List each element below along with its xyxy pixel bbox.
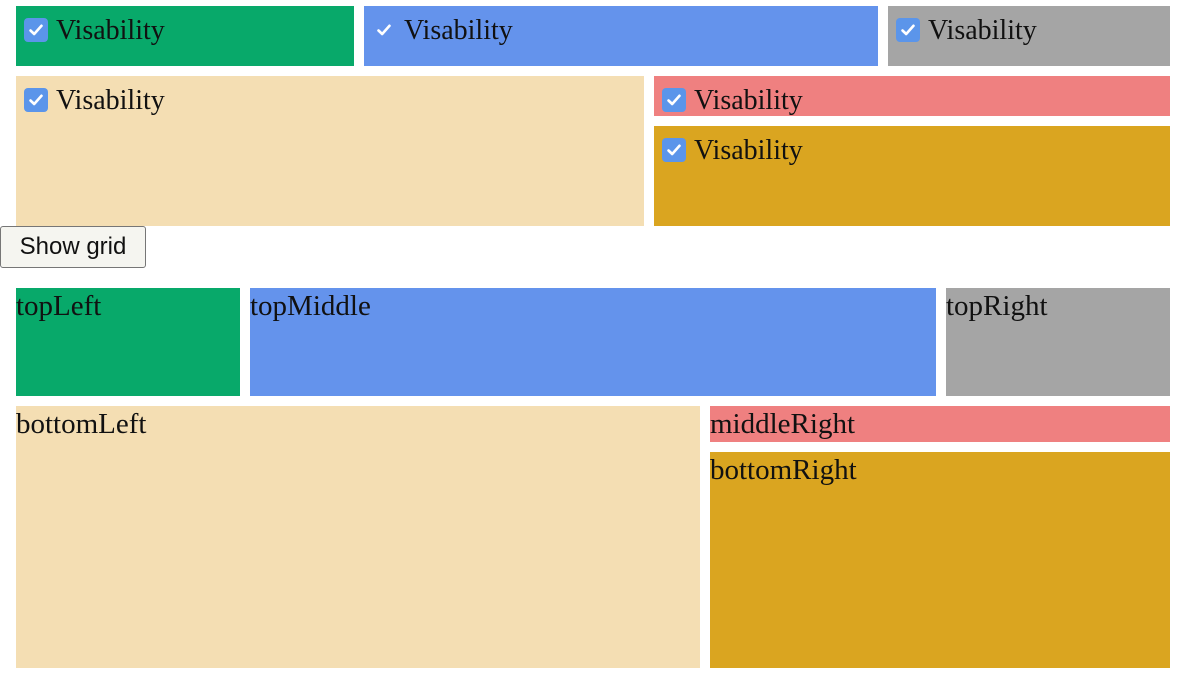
checkbox-checked-icon[interactable] <box>24 88 48 112</box>
visibility-box-top-middle: Visability <box>364 6 878 66</box>
visibility-toggle-top-right[interactable]: Visability <box>896 15 1037 45</box>
grid-area-label: bottomLeft <box>16 408 147 440</box>
grid-area-middle-right: middleRight <box>710 406 1170 442</box>
visibility-box-top-left: Visability <box>16 6 354 66</box>
grid-area-label: middleRight <box>710 408 855 440</box>
grid-area-bottom-right: bottomRight <box>710 452 1170 668</box>
visibility-label: Visability <box>694 135 803 166</box>
visibility-toggle-middle-right[interactable]: Visability <box>662 85 803 115</box>
visibility-toggle-top-middle[interactable]: Visability <box>372 15 513 45</box>
checkbox-checked-icon[interactable] <box>372 18 396 42</box>
visibility-box-middle-right: Visability <box>654 76 1170 116</box>
visibility-label: Visability <box>928 15 1037 46</box>
grid-area-label: topMiddle <box>250 290 371 322</box>
visibility-label: Visability <box>404 15 513 46</box>
grid-area-label: topRight <box>946 290 1048 322</box>
checkbox-checked-icon[interactable] <box>662 88 686 112</box>
grid-area-top-right: topRight <box>946 288 1170 396</box>
visibility-label: Visability <box>56 15 165 46</box>
visibility-toggle-top-left[interactable]: Visability <box>24 15 165 45</box>
visibility-box-bottom-left: Visability <box>16 76 644 226</box>
show-grid-button[interactable]: Show grid <box>0 226 146 268</box>
grid-area-label: topLeft <box>16 290 102 322</box>
grid-area-top-left: topLeft <box>16 288 240 396</box>
checkbox-checked-icon[interactable] <box>24 18 48 42</box>
visibility-toggle-bottom-left[interactable]: Visability <box>24 85 165 115</box>
checkbox-checked-icon[interactable] <box>896 18 920 42</box>
visibility-toggle-bottom-right[interactable]: Visability <box>662 135 803 165</box>
checkbox-checked-icon[interactable] <box>662 138 686 162</box>
visibility-box-bottom-right: Visability <box>654 126 1170 226</box>
visibility-label: Visability <box>56 85 165 116</box>
visibility-label: Visability <box>694 85 803 116</box>
grid-area-bottom-left: bottomLeft <box>16 406 700 668</box>
grid-area-top-middle: topMiddle <box>250 288 936 396</box>
visibility-box-top-right: Visability <box>888 6 1170 66</box>
grid-area-label: bottomRight <box>710 454 857 486</box>
